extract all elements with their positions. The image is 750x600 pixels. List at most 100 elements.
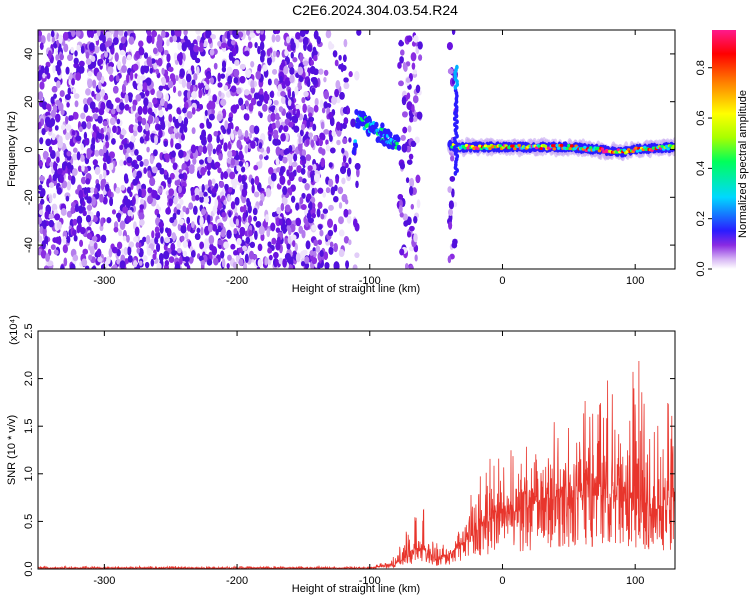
noise-blob: [269, 91, 274, 98]
noise-blob: [295, 202, 300, 211]
noise-blob: [300, 155, 306, 161]
noise-blob: [145, 77, 152, 86]
noise-blob: [171, 250, 177, 256]
noise-blob: [275, 120, 280, 129]
noise-blob: [275, 157, 280, 166]
noise-blob: [297, 142, 303, 152]
noise-blob: [72, 254, 79, 262]
noise-blob: [147, 187, 153, 194]
noise-blob: [221, 258, 226, 268]
noise-blob: [80, 143, 84, 151]
noise-blob: [291, 195, 296, 203]
noise-blob: [102, 34, 106, 44]
noise-blob: [95, 93, 101, 102]
noise-blob: [137, 188, 142, 198]
noise-blob: [301, 192, 306, 199]
noise-blob: [305, 240, 311, 250]
noise-blob: [143, 97, 149, 107]
noise-blob: [181, 42, 187, 52]
noise-blob: [56, 221, 62, 230]
noise-blob: [203, 196, 210, 204]
noise-blob: [236, 87, 242, 95]
noise-blob: [212, 205, 218, 215]
noise-blob: [181, 123, 185, 130]
noise-blob: [103, 94, 109, 101]
noise-blob: [253, 254, 258, 261]
noise-blob: [310, 59, 314, 66]
noise-blob: [208, 95, 213, 103]
noise-blob: [39, 175, 45, 182]
noise-blob: [169, 216, 175, 224]
noise-blob: [447, 255, 452, 264]
noise-blob: [243, 50, 250, 57]
noise-blob: [164, 169, 168, 176]
noise-blob: [256, 100, 263, 107]
noise-blob: [217, 225, 222, 233]
noise-blob: [296, 108, 301, 118]
noise-blob: [50, 96, 55, 105]
noise-blob: [51, 133, 56, 141]
noise-blob: [168, 127, 174, 135]
noise-blob: [182, 250, 188, 258]
noise-blob: [143, 52, 149, 59]
noise-blob: [317, 201, 323, 209]
noise-blob: [275, 227, 281, 233]
signal-peak: [511, 144, 516, 148]
noise-blob: [176, 107, 181, 115]
signal-peak: [596, 146, 600, 150]
noise-blob: [206, 161, 212, 171]
noise-blob: [218, 181, 225, 188]
noise-blob: [45, 103, 51, 110]
noise-blob: [191, 221, 195, 229]
noise-blob: [78, 60, 85, 67]
noise-blob: [259, 154, 263, 160]
noise-blob: [244, 113, 250, 121]
noise-blob: [64, 192, 71, 199]
noise-blob: [311, 257, 318, 265]
noise-blob: [41, 127, 46, 136]
noise-blob: [104, 51, 108, 58]
noise-blob: [407, 125, 412, 133]
noise-blob: [225, 90, 232, 98]
noise-blob: [227, 254, 232, 261]
noise-blob: [224, 120, 228, 130]
noise-blob: [304, 262, 310, 269]
noise-blob: [343, 208, 349, 218]
y-tick-label: 0.0: [23, 561, 35, 576]
snr-panel: -300 -200 -100 0 100 0.00.51.01.52.02.5 Heig…: [6, 315, 676, 595]
noise-blob: [238, 258, 244, 267]
noise-blob: [333, 261, 340, 269]
noise-blob: [244, 100, 249, 107]
noise-blob: [44, 210, 49, 220]
noise-blob: [108, 62, 115, 68]
noise-blob: [338, 249, 345, 258]
noise-blob: [86, 121, 92, 130]
noise-blob: [208, 113, 215, 121]
noise-blob: [107, 66, 114, 75]
noise-blob: [154, 226, 160, 234]
noise-blob: [403, 220, 409, 227]
noise-blob: [80, 154, 85, 162]
noise-blob: [299, 52, 304, 62]
noise-blob: [153, 149, 158, 157]
noise-blob: [223, 142, 228, 152]
noise-blob: [105, 31, 111, 39]
noise-blob: [179, 51, 183, 61]
noise-blob: [132, 170, 138, 178]
signal-peak: [543, 144, 548, 148]
noise-blob: [91, 235, 98, 242]
noise-blob: [112, 85, 119, 94]
noise-blob: [106, 40, 112, 47]
noise-blob: [290, 38, 295, 47]
noise-blob: [275, 146, 281, 156]
noise-blob: [292, 108, 296, 116]
noise-blob: [158, 221, 164, 229]
noise-blob: [147, 107, 153, 115]
noise-blob: [135, 94, 142, 102]
noise-blob: [39, 42, 44, 50]
noise-blob: [133, 236, 139, 243]
noise-blob: [94, 149, 100, 157]
noise-blob: [127, 186, 132, 194]
noise-blob: [42, 226, 47, 237]
noise-blob: [136, 83, 143, 92]
